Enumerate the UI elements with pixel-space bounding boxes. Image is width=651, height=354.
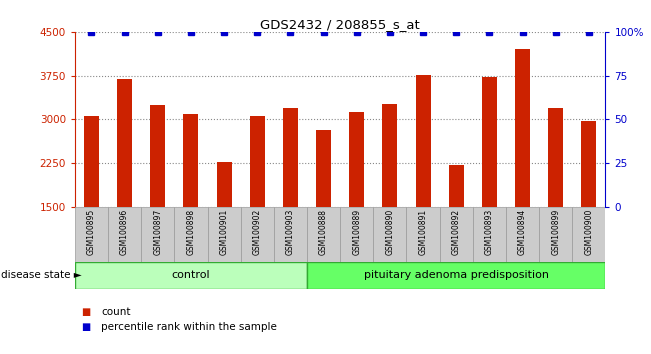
Text: GSM100900: GSM100900 <box>585 209 593 255</box>
Bar <box>340 207 373 262</box>
Text: pituitary adenoma predisposition: pituitary adenoma predisposition <box>364 270 549 280</box>
Bar <box>316 130 331 207</box>
Bar <box>274 207 307 262</box>
Bar <box>439 207 473 262</box>
Bar <box>515 50 530 207</box>
Text: GSM100902: GSM100902 <box>253 209 262 255</box>
Bar <box>473 207 506 262</box>
Bar <box>283 108 298 207</box>
Bar <box>241 207 274 262</box>
Bar <box>406 207 439 262</box>
Text: GSM100903: GSM100903 <box>286 209 295 255</box>
Text: GSM100892: GSM100892 <box>452 209 461 255</box>
Bar <box>184 114 199 207</box>
Text: GSM100891: GSM100891 <box>419 209 428 255</box>
Text: disease state ►: disease state ► <box>1 270 82 280</box>
Bar <box>572 207 605 262</box>
Text: GSM100896: GSM100896 <box>120 209 129 255</box>
Text: GSM100890: GSM100890 <box>385 209 395 255</box>
Text: GSM100899: GSM100899 <box>551 209 561 255</box>
Text: percentile rank within the sample: percentile rank within the sample <box>101 322 277 332</box>
Text: GSM100888: GSM100888 <box>319 209 328 255</box>
Title: GDS2432 / 208855_s_at: GDS2432 / 208855_s_at <box>260 18 420 31</box>
Bar <box>307 262 605 289</box>
Text: GSM100889: GSM100889 <box>352 209 361 255</box>
Text: count: count <box>101 307 130 316</box>
Bar <box>350 112 364 207</box>
Bar <box>84 116 99 207</box>
Bar <box>307 207 340 262</box>
Bar <box>108 207 141 262</box>
Bar <box>539 207 572 262</box>
Bar <box>150 105 165 207</box>
Bar <box>581 121 596 207</box>
Text: GSM100894: GSM100894 <box>518 209 527 255</box>
Bar <box>75 207 108 262</box>
Bar <box>482 78 497 207</box>
Text: control: control <box>172 270 210 280</box>
Text: ■: ■ <box>81 307 90 316</box>
Bar <box>382 104 397 207</box>
Bar <box>548 108 563 207</box>
Text: GSM100895: GSM100895 <box>87 209 96 255</box>
Bar <box>75 262 307 289</box>
Text: GSM100893: GSM100893 <box>485 209 494 255</box>
Bar <box>208 207 241 262</box>
Bar <box>117 79 132 207</box>
Bar <box>250 116 265 207</box>
Bar <box>174 207 208 262</box>
Text: ■: ■ <box>81 322 90 332</box>
Text: GSM100898: GSM100898 <box>186 209 195 255</box>
Bar <box>506 207 539 262</box>
Bar <box>373 207 406 262</box>
Bar <box>449 165 464 207</box>
Text: GSM100901: GSM100901 <box>219 209 229 255</box>
Text: GSM100897: GSM100897 <box>153 209 162 255</box>
Bar <box>415 75 430 207</box>
Bar <box>217 162 232 207</box>
Bar <box>141 207 174 262</box>
